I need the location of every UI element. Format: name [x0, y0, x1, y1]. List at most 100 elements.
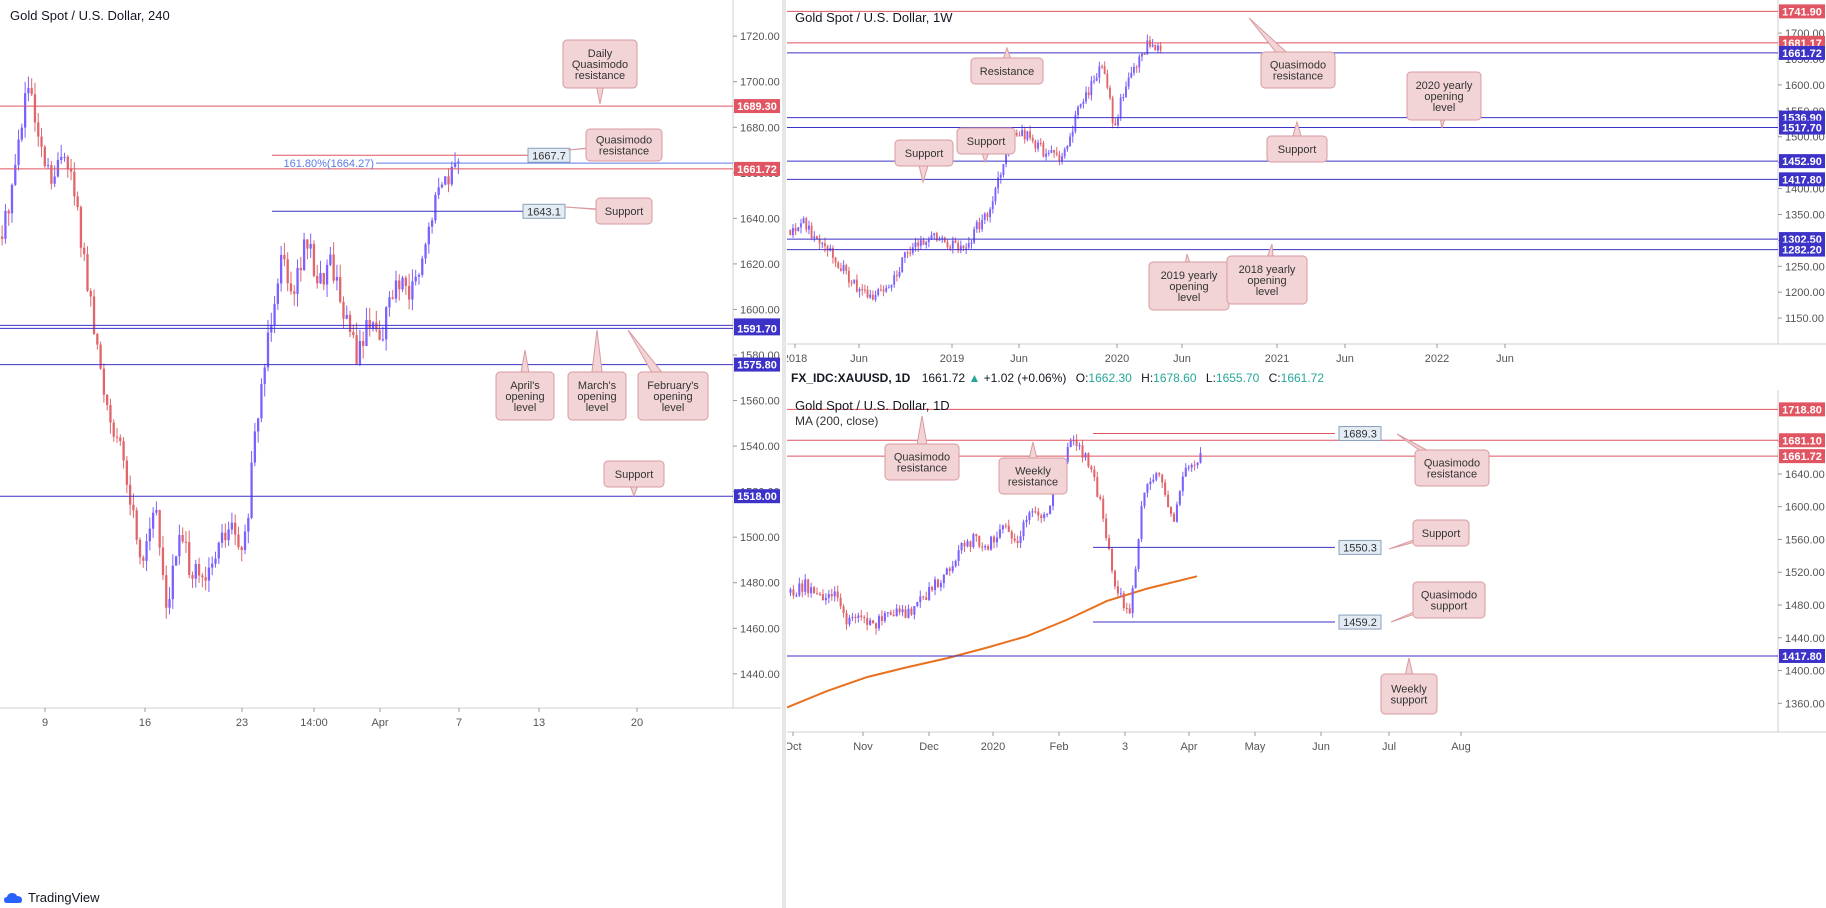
p240-y-tick-label: 1640.00: [740, 213, 780, 225]
p1w-callout-text: Support: [1278, 144, 1317, 156]
p240-candle-body: [266, 332, 270, 368]
p240-y-tick-label: 1440.00: [740, 669, 780, 681]
p1d-candle-body: [898, 608, 901, 613]
p240-candle-body: [247, 517, 250, 532]
p1d-candle-body: [987, 546, 990, 550]
p1d-price-label-bg: [1779, 433, 1825, 448]
p1w-price-label: 1661.72: [1782, 48, 1822, 60]
p240-candle-body: [112, 422, 115, 437]
chart-panel-240[interactable]: 1440.001460.001480.001500.001520.001540.…: [0, 0, 781, 760]
p1d-candle-body: [1087, 453, 1090, 467]
p1w-candle-body: [874, 294, 877, 300]
chart-svg-1d[interactable]: 1360.00 1400.00 1440.00 1480.00 1520.00 1560.…: [787, 390, 1826, 760]
p1w-candle-body: [882, 290, 885, 292]
p1d-candle-body: [1143, 492, 1146, 506]
p1w-y-tick-label: 1250.00: [1785, 261, 1825, 273]
p240-candle-body: [184, 541, 188, 543]
p1w-candle-body: [1077, 107, 1079, 116]
p1d-level-box-label: 1550.3: [1343, 542, 1377, 554]
p240-candle-body: [102, 368, 106, 395]
p1w-candle-body: [861, 289, 864, 291]
p240-price-label-bg: [734, 161, 780, 176]
p1w-candle-body: [1101, 66, 1103, 68]
p1w-candle-body: [975, 222, 978, 230]
p1w-candle-body: [1090, 80, 1093, 96]
p1w-candle-body: [1050, 150, 1053, 153]
p1w-candle-body: [810, 225, 813, 239]
p1d-candle-body: [1010, 531, 1013, 539]
panel-divider-vertical[interactable]: [782, 0, 786, 908]
p240-candle-body: [358, 341, 362, 365]
ohlc-o-value: 1662.30: [1088, 371, 1132, 385]
ohlc-l-value: 1655.70: [1215, 371, 1260, 385]
p240-candle-body: [20, 127, 23, 140]
p1w-candle-body: [914, 242, 917, 248]
p1w-callout-text: resistance: [1273, 71, 1323, 83]
chart-panel-1w[interactable]: 1150.001200.001250.001300.001350.001400.…: [787, 0, 1826, 366]
p1w-candle-body: [1055, 152, 1058, 155]
p1w-price-label: 1517.70: [1782, 123, 1822, 135]
chart-svg-240[interactable]: 1440.001460.001480.001500.001520.001540.…: [0, 0, 781, 760]
p1w-candle-body: [965, 247, 968, 249]
p1d-x-tick-label: Dec: [919, 741, 939, 753]
p1w-candle-body: [890, 284, 893, 288]
p1w-candle-body: [925, 242, 928, 245]
p240-candle-body: [145, 541, 148, 561]
p1w-candle-body: [994, 188, 997, 202]
p1w-candle-body: [842, 265, 845, 271]
p240-candle-body: [197, 564, 201, 576]
p1w-callout-text: opening: [1247, 275, 1286, 287]
p1w-price-label-bg: [1779, 242, 1825, 257]
p240-candle-body: [306, 239, 309, 249]
p240-candle-body: [316, 275, 319, 284]
p1d-candle-body: [954, 560, 957, 567]
p240-callout-box: [637, 371, 709, 421]
chart-svg-1w[interactable]: 1150.001200.001250.001300.001350.001400.…: [787, 0, 1826, 366]
p240-candle-body: [53, 176, 56, 184]
p1w-candle-body: [1143, 53, 1146, 55]
p240-candle-body: [115, 436, 119, 438]
p1w-callout-text: opening: [1424, 91, 1463, 103]
p1w-candle-body: [991, 201, 994, 210]
p1w-candle-body: [866, 289, 869, 298]
p1w-candle-body: [999, 174, 1002, 178]
p1w-x-tick-label: Jun: [1010, 353, 1028, 365]
p1d-candle-body: [854, 616, 857, 618]
p240-candle-body: [96, 333, 99, 345]
p1d-candle-body: [1175, 504, 1178, 522]
p1w-x-tick-label: 2018: [787, 353, 807, 365]
p1w-callout-text: Support: [967, 136, 1006, 148]
p1d-candle-body: [942, 574, 945, 584]
p240-candle-body: [132, 504, 135, 511]
p240-candle-body: [214, 558, 217, 564]
p1w-candle-body: [970, 242, 973, 244]
p1w-price-label: 1741.90: [1782, 6, 1822, 18]
p1w-candle-body: [858, 289, 861, 292]
p1w-price-label-bg: [1779, 45, 1825, 60]
p240-candle-body: [151, 512, 155, 529]
p1d-candle-body: [1184, 467, 1187, 477]
p1d-x-tick-label: Nov: [853, 741, 873, 753]
p240-candle-body: [234, 522, 237, 535]
p1w-candle-body: [1114, 123, 1117, 126]
p240-candle-body: [421, 258, 424, 275]
p1d-candle-body: [895, 608, 898, 616]
p240-candle-body: [368, 319, 371, 329]
p1d-x-tick-label: May: [1245, 741, 1266, 753]
chart-panel-1d[interactable]: 1360.00 1400.00 1440.00 1480.00 1520.00 1560.…: [787, 390, 1826, 760]
p240-candle-body: [411, 281, 414, 300]
p1w-candle-body: [1063, 149, 1066, 157]
p1w-price-label-bg: [1779, 4, 1825, 19]
p1d-candle-body: [866, 618, 869, 625]
p1w-callout-text: level: [1256, 286, 1279, 298]
p240-candle-body: [355, 335, 358, 365]
p240-candle-body: [404, 277, 407, 286]
p1d-x-tick-label: Aug: [1451, 741, 1471, 753]
tradingview-logo[interactable]: TradingView: [4, 890, 100, 905]
p240-candle-body: [46, 165, 50, 167]
panel-title-1d: Gold Spot / U.S. Dollar, 1D: [795, 398, 950, 413]
p1w-candle-body: [922, 240, 925, 245]
p1w-x-tick-label: 2020: [1105, 353, 1129, 365]
p1w-price-label: 1452.90: [1782, 156, 1822, 168]
p240-candle-body: [138, 539, 142, 558]
